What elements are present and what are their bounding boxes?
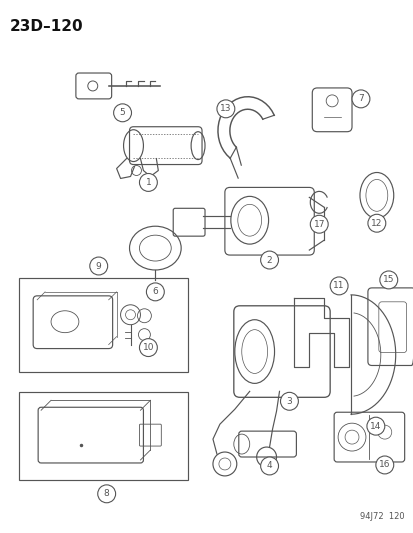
Circle shape xyxy=(351,90,369,108)
Text: 16: 16 xyxy=(378,461,389,470)
Circle shape xyxy=(330,277,347,295)
Text: 14: 14 xyxy=(369,422,381,431)
Circle shape xyxy=(139,173,157,191)
Text: 3: 3 xyxy=(286,397,292,406)
Circle shape xyxy=(260,251,278,269)
Circle shape xyxy=(113,104,131,122)
Text: 9: 9 xyxy=(96,262,101,271)
Circle shape xyxy=(90,257,107,275)
Text: 6: 6 xyxy=(152,287,158,296)
Text: 5: 5 xyxy=(119,108,125,117)
Text: 94J72  120: 94J72 120 xyxy=(359,512,404,521)
Circle shape xyxy=(146,283,164,301)
Circle shape xyxy=(139,338,157,357)
Circle shape xyxy=(216,100,234,118)
Text: 13: 13 xyxy=(220,104,231,114)
Circle shape xyxy=(375,456,393,474)
Text: 23D–120: 23D–120 xyxy=(9,19,83,34)
Circle shape xyxy=(367,214,385,232)
Circle shape xyxy=(366,417,384,435)
Circle shape xyxy=(260,457,278,475)
Text: 1: 1 xyxy=(145,178,151,187)
Bar xyxy=(19,392,188,480)
Text: 10: 10 xyxy=(142,343,154,352)
Text: 11: 11 xyxy=(332,281,344,290)
Circle shape xyxy=(310,215,328,233)
Circle shape xyxy=(97,485,115,503)
Text: 8: 8 xyxy=(104,489,109,498)
Text: 15: 15 xyxy=(382,276,394,285)
Text: 17: 17 xyxy=(313,220,324,229)
Bar xyxy=(19,278,188,373)
Text: 2: 2 xyxy=(266,255,272,264)
Text: 12: 12 xyxy=(370,219,382,228)
Circle shape xyxy=(379,271,397,289)
Text: 7: 7 xyxy=(357,94,363,103)
Text: 4: 4 xyxy=(266,462,272,471)
Circle shape xyxy=(280,392,298,410)
